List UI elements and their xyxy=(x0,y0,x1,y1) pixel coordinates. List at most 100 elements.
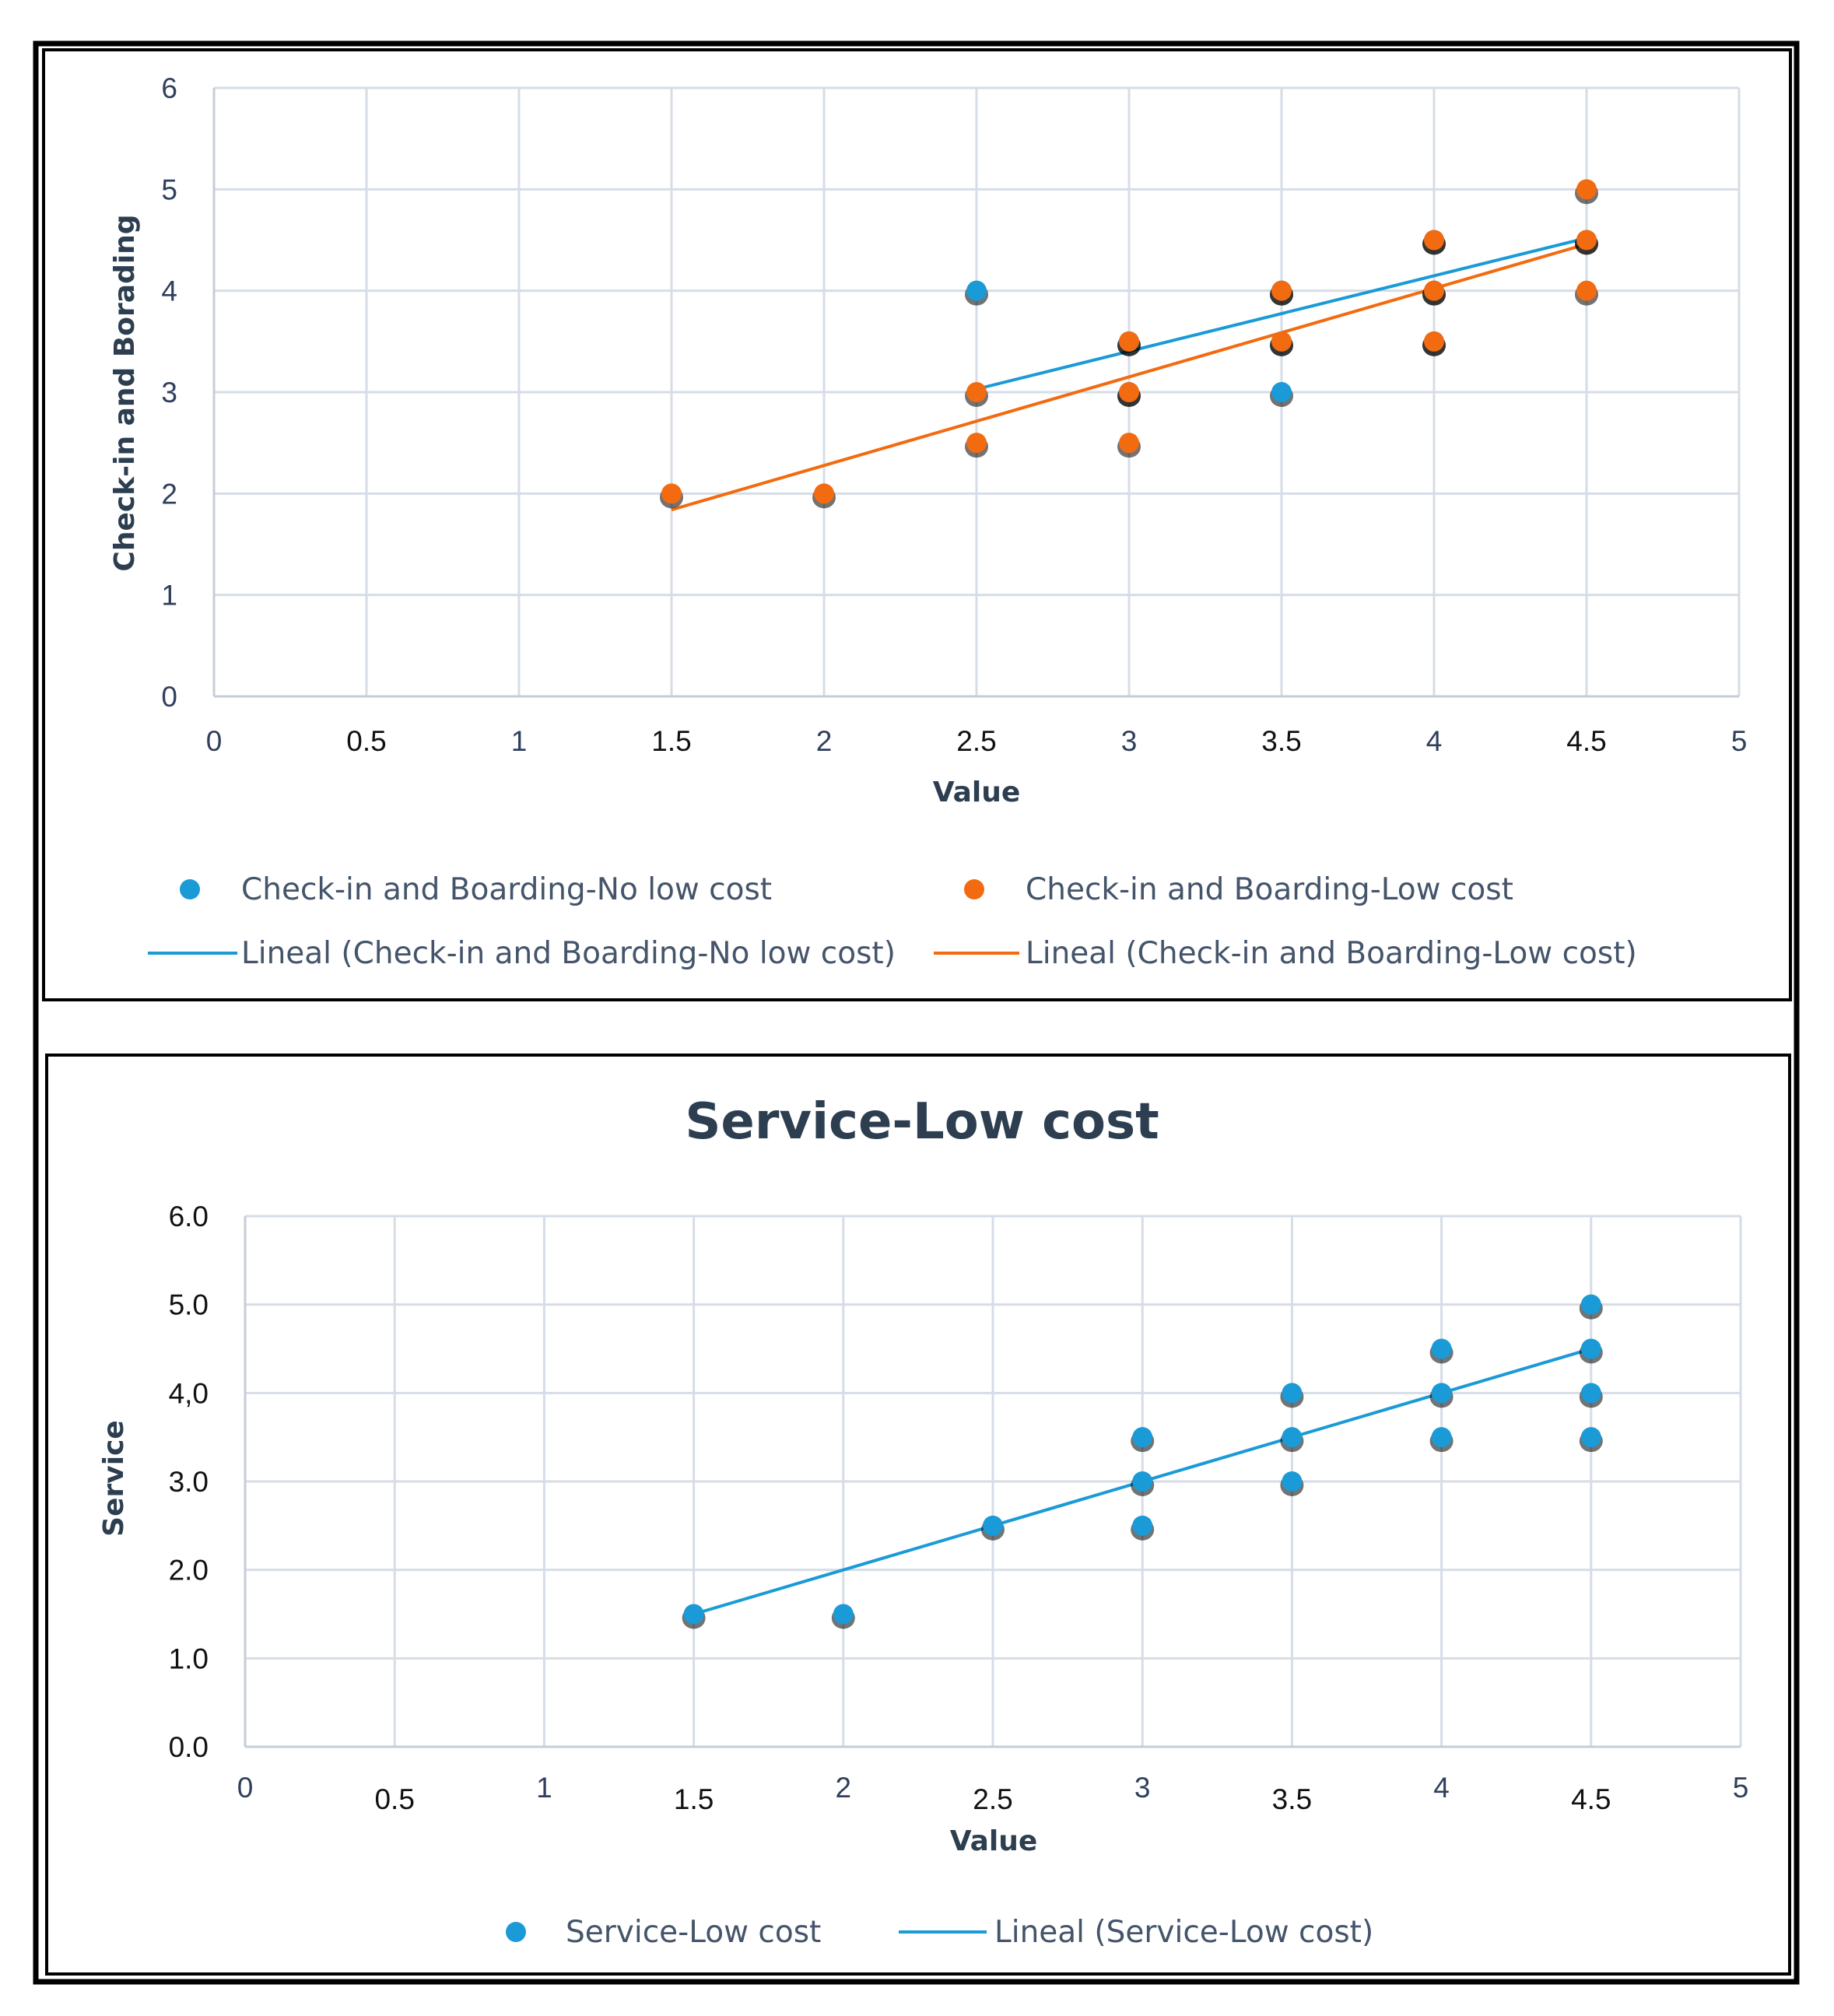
data-point xyxy=(1576,179,1597,200)
y-tick-label: 1 xyxy=(161,580,177,612)
data-point xyxy=(1271,382,1292,402)
data-point xyxy=(1132,1427,1153,1448)
data-point xyxy=(1431,1427,1452,1448)
x-tick-label: 2 xyxy=(816,725,833,757)
chart2-y-axis-title: Service xyxy=(98,1420,130,1537)
data-point xyxy=(1132,1471,1153,1492)
x-tick-label: 3 xyxy=(1121,725,1138,757)
x-tick-label: 3 xyxy=(1134,1772,1151,1804)
data-point xyxy=(1271,280,1292,301)
y-tick-label: 6 xyxy=(161,72,177,104)
data-point xyxy=(833,1604,854,1625)
legend-marker-dot xyxy=(180,879,200,899)
x-tick-label: 2.5 xyxy=(973,1783,1012,1815)
data-point xyxy=(1282,1383,1303,1404)
y-tick-label: 2.0 xyxy=(169,1555,209,1587)
y-tick-label: 0 xyxy=(161,681,177,713)
x-tick-label: 0.5 xyxy=(346,725,386,757)
x-tick-label: 0.5 xyxy=(374,1783,414,1815)
legend-label: Lineal (Check-in and Boarding-No low cos… xyxy=(241,936,896,971)
chart1-x-axis-title: Value xyxy=(933,777,1021,808)
legend-marker-dot xyxy=(506,1922,526,1942)
data-point xyxy=(1424,280,1444,301)
x-tick-label: 5 xyxy=(1733,1772,1749,1804)
data-point xyxy=(814,483,834,504)
legend-label: Service-Low cost xyxy=(566,1915,821,1950)
y-tick-label: 1.0 xyxy=(169,1643,209,1674)
data-point xyxy=(966,433,987,454)
x-tick-label: 4.5 xyxy=(1571,1783,1611,1815)
y-tick-label: 5.0 xyxy=(169,1289,209,1321)
x-tick-label: 4 xyxy=(1426,725,1443,757)
x-tick-label: 4 xyxy=(1433,1772,1450,1804)
chart2-y-tick-labels: 0.0 1.0 2.0 3.0 4,0 5.0 6.0 xyxy=(169,1201,209,1763)
x-tick-label: 3.5 xyxy=(1261,725,1301,757)
data-point xyxy=(1282,1471,1303,1492)
chart2-axes xyxy=(244,1216,1741,1748)
data-point xyxy=(683,1604,704,1625)
chart1-x-tick-labels: 0 0.5 1 1.5 2 2.5 3 3.5 4 4.5 5 xyxy=(206,725,1748,757)
chart1-grid xyxy=(212,86,1741,698)
y-tick-label: 4 xyxy=(161,275,177,307)
x-tick-label: 2.5 xyxy=(956,725,996,757)
x-tick-label: 2 xyxy=(836,1772,852,1804)
chart2-points xyxy=(682,1294,1603,1629)
chart1-points xyxy=(660,179,1598,509)
chart2-x-axis-title: Value xyxy=(950,1825,1038,1857)
legend-label: Check-in and Boarding-No low cost xyxy=(241,872,772,907)
data-point xyxy=(1271,331,1292,352)
data-point xyxy=(1119,382,1139,402)
y-tick-label: 3 xyxy=(161,377,177,408)
y-tick-label: 4,0 xyxy=(169,1377,209,1409)
x-tick-label: 1 xyxy=(536,1772,552,1804)
legend-marker-dot xyxy=(964,879,984,899)
data-point xyxy=(1580,1338,1601,1359)
y-tick-label: 5 xyxy=(161,174,177,205)
outer-frame xyxy=(33,40,1800,1985)
chart1-axes xyxy=(212,88,1739,698)
y-tick-label: 2 xyxy=(161,478,177,510)
y-tick-label: 0.0 xyxy=(169,1731,209,1763)
data-point xyxy=(661,483,682,504)
x-tick-label: 4.5 xyxy=(1566,725,1606,757)
data-point xyxy=(1576,230,1597,251)
data-point xyxy=(966,280,987,301)
chart2-title: Service-Low cost xyxy=(685,1093,1159,1151)
x-tick-label: 1.5 xyxy=(674,1783,714,1815)
y-tick-label: 3.0 xyxy=(169,1466,209,1498)
chart1-y-axis-title: Check-in and Borading xyxy=(109,214,141,571)
x-tick-label: 3.5 xyxy=(1272,1783,1312,1815)
data-point xyxy=(1119,433,1139,454)
x-tick-label: 0 xyxy=(237,1772,254,1804)
data-point xyxy=(1580,1383,1601,1404)
data-point xyxy=(1580,1294,1601,1315)
chart2-legend: Service-Low cost Lineal (Service-Low cost… xyxy=(506,1915,1373,1950)
x-tick-label: 1 xyxy=(511,725,528,757)
legend-label: Check-in and Boarding-Low cost xyxy=(1026,872,1513,907)
chart1-legend: Check-in and Boarding-No low cost Check-i… xyxy=(148,872,1637,971)
data-point xyxy=(1576,280,1597,301)
data-point xyxy=(1424,230,1444,251)
data-point xyxy=(966,382,987,402)
x-tick-label: 1.5 xyxy=(651,725,691,757)
data-point xyxy=(1580,1427,1601,1448)
legend-label: Lineal (Check-in and Boarding-Low cost) xyxy=(1026,936,1637,971)
x-tick-label: 0 xyxy=(206,725,223,757)
x-tick-label: 5 xyxy=(1731,725,1748,757)
data-point xyxy=(983,1515,1003,1536)
chart2-x-tick-labels: 0 0.5 1 1.5 2 2.5 3 3.5 4 4.5 5 xyxy=(237,1772,1749,1815)
chart2-frame xyxy=(45,1054,1791,1976)
data-point xyxy=(1424,331,1444,352)
y-tick-label: 6.0 xyxy=(169,1201,209,1232)
data-point xyxy=(1282,1427,1303,1448)
trendline xyxy=(976,236,1587,391)
data-point xyxy=(1119,331,1139,352)
chart1-frame xyxy=(42,48,1792,1001)
chart1-y-tick-labels: 0 1 2 3 4 5 6 xyxy=(161,72,177,713)
data-point xyxy=(1132,1515,1153,1536)
legend-label: Lineal (Service-Low cost) xyxy=(994,1915,1373,1950)
data-point xyxy=(1431,1338,1452,1359)
data-point xyxy=(1431,1383,1452,1404)
